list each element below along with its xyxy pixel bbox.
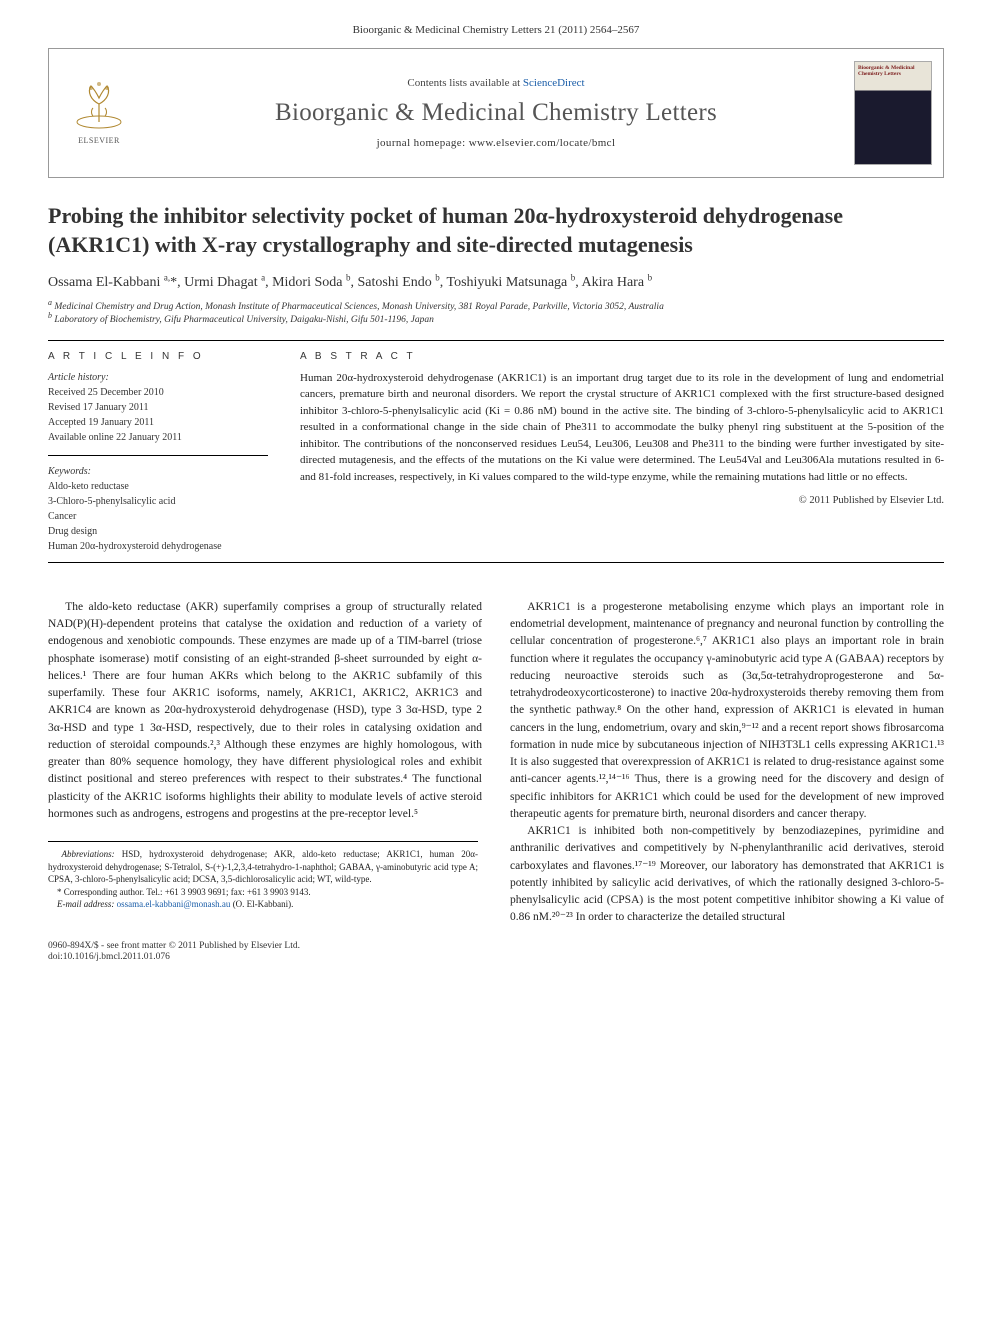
cover-thumbnail-cell: Bioorganic & Medicinal Chemistry Letters bbox=[843, 49, 943, 177]
citation-text: Bioorganic & Medicinal Chemistry Letters… bbox=[353, 24, 640, 36]
journal-name: Bioorganic & Medicinal Chemistry Letters bbox=[275, 99, 717, 127]
cover-title: Bioorganic & Medicinal Chemistry Letters bbox=[855, 62, 931, 77]
keywords-block: Keywords: Aldo-keto reductase 3-Chloro-5… bbox=[48, 464, 268, 554]
running-header: Bioorganic & Medicinal Chemistry Letters… bbox=[0, 0, 992, 44]
journal-masthead: ELSEVIER Contents lists available at Sci… bbox=[48, 48, 944, 178]
article-info-heading: A R T I C L E I N F O bbox=[48, 351, 268, 362]
contents-available-line: Contents lists available at ScienceDirec… bbox=[407, 77, 584, 89]
keyword-4: Drug design bbox=[48, 524, 268, 539]
article-body: Probing the inhibitor selectivity pocket… bbox=[0, 202, 992, 927]
history-revised: Revised 17 January 2011 bbox=[48, 400, 268, 415]
article-history: Article history: Received 25 December 20… bbox=[48, 370, 268, 445]
keywords-label: Keywords: bbox=[48, 464, 268, 479]
author-list: Ossama El-Kabbani a,*, Urmi Dhagat a, Mi… bbox=[48, 275, 944, 291]
body-paragraph-2: AKR1C1 is a progesterone metabolising en… bbox=[510, 599, 944, 823]
body-paragraph-3: AKR1C1 is inhibited both non-competitive… bbox=[510, 823, 944, 927]
info-divider bbox=[48, 455, 268, 456]
article-info-column: A R T I C L E I N F O Article history: R… bbox=[48, 351, 268, 554]
body-paragraph-1: The aldo-keto reductase (AKR) superfamil… bbox=[48, 599, 482, 823]
doi-line: doi:10.1016/j.bmcl.2011.01.076 bbox=[48, 952, 944, 962]
publisher-logo-cell: ELSEVIER bbox=[49, 49, 149, 177]
keyword-3: Cancer bbox=[48, 509, 268, 524]
keyword-5: Human 20α-hydroxysteroid dehydrogenase bbox=[48, 539, 268, 554]
corresponding-author-footnote: * Corresponding author. Tel.: +61 3 9903… bbox=[48, 886, 478, 899]
journal-homepage-url: www.elsevier.com/locate/bmcl bbox=[469, 137, 616, 149]
affiliation-b: b Laboratory of Biochemistry, Gifu Pharm… bbox=[48, 314, 944, 327]
history-received: Received 25 December 2010 bbox=[48, 385, 268, 400]
abstract-column: A B S T R A C T Human 20α-hydroxysteroid… bbox=[300, 351, 944, 554]
abstract-copyright: © 2011 Published by Elsevier Ltd. bbox=[300, 495, 944, 506]
journal-homepage-line: journal homepage: www.elsevier.com/locat… bbox=[377, 137, 616, 149]
history-label: Article history: bbox=[48, 370, 268, 385]
journal-cover-thumbnail: Bioorganic & Medicinal Chemistry Letters bbox=[854, 61, 932, 165]
abstract-end-divider bbox=[48, 562, 944, 563]
sciencedirect-link[interactable]: ScienceDirect bbox=[523, 77, 585, 89]
affiliation-a: a Medicinal Chemistry and Drug Action, M… bbox=[48, 301, 944, 314]
email-footnote: E-mail address: ossama.el-kabbani@monash… bbox=[48, 898, 478, 911]
article-meta-row: A R T I C L E I N F O Article history: R… bbox=[48, 351, 944, 554]
page-footer: 0960-894X/$ - see front matter © 2011 Pu… bbox=[0, 927, 992, 990]
elsevier-logo: ELSEVIER bbox=[64, 74, 134, 152]
author-email-link[interactable]: ossama.el-kabbani@monash.au bbox=[117, 899, 231, 909]
article-title: Probing the inhibitor selectivity pocket… bbox=[48, 202, 944, 259]
abbreviations-footnote: Abbreviations: HSD, hydroxysteroid dehyd… bbox=[48, 848, 478, 886]
masthead-center: Contents lists available at ScienceDirec… bbox=[149, 49, 843, 177]
keyword-2: 3-Chloro-5-phenylsalicylic acid bbox=[48, 494, 268, 509]
body-text-columns: The aldo-keto reductase (AKR) superfamil… bbox=[48, 599, 944, 927]
section-divider bbox=[48, 340, 944, 341]
affiliations: a Medicinal Chemistry and Drug Action, M… bbox=[48, 301, 944, 328]
issn-line: 0960-894X/$ - see front matter © 2011 Pu… bbox=[48, 941, 944, 951]
abstract-text: Human 20α-hydroxysteroid dehydrogenase (… bbox=[300, 370, 944, 486]
publisher-name: ELSEVIER bbox=[78, 136, 120, 145]
elsevier-tree-icon bbox=[69, 74, 129, 134]
abstract-heading: A B S T R A C T bbox=[300, 351, 944, 362]
history-accepted: Accepted 19 January 2011 bbox=[48, 415, 268, 430]
footnotes-block: Abbreviations: HSD, hydroxysteroid dehyd… bbox=[48, 841, 478, 911]
history-online: Available online 22 January 2011 bbox=[48, 430, 268, 445]
keyword-1: Aldo-keto reductase bbox=[48, 479, 268, 494]
